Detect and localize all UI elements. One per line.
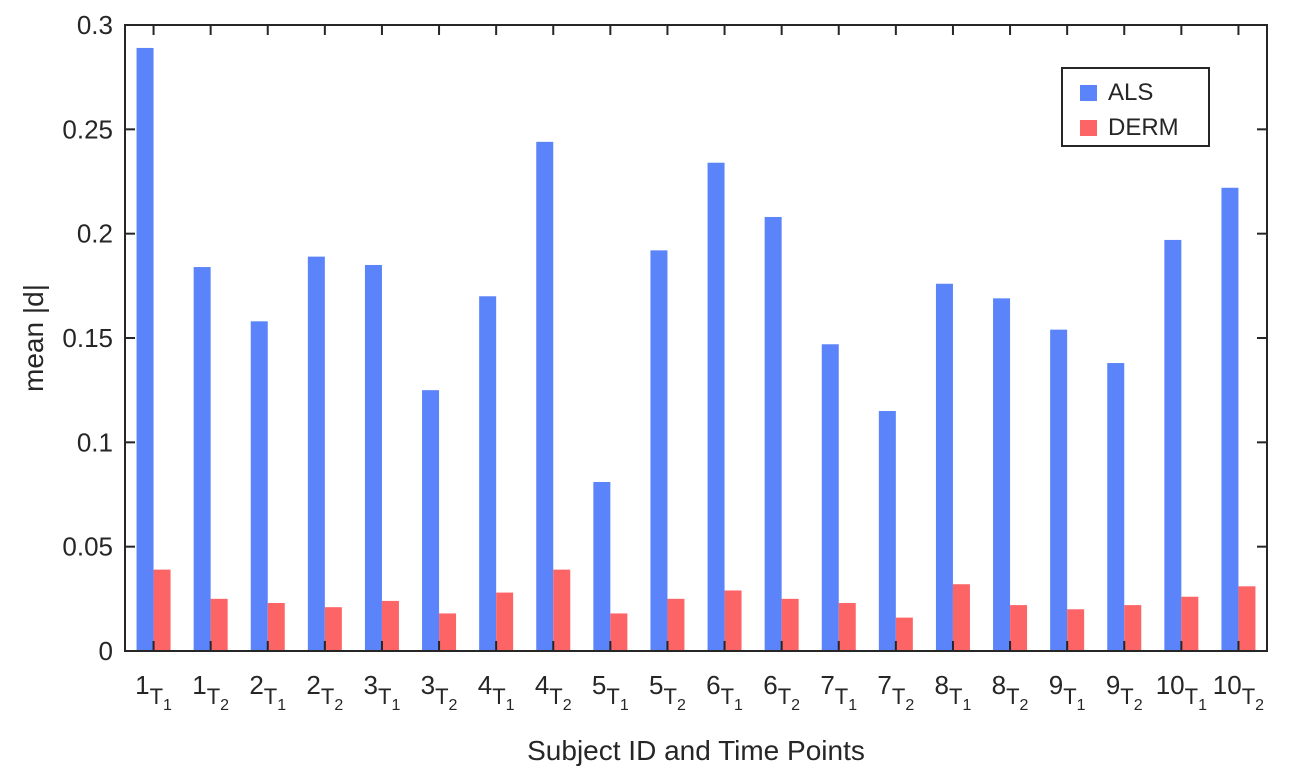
legend-label-als: ALS (1108, 79, 1153, 106)
x-tick-label: 2T2 (306, 670, 343, 714)
y-tick-label: 0.05 (62, 532, 113, 562)
x-tick-label: 3T1 (364, 670, 401, 714)
bar-als-18 (1107, 363, 1125, 651)
legend-swatch-als (1080, 85, 1097, 101)
bar-als-13 (821, 344, 839, 651)
bar-derm-16 (1010, 605, 1028, 651)
bar-derm-7 (496, 592, 514, 651)
bar-als-7 (479, 296, 497, 651)
bar-derm-10 (667, 598, 685, 651)
x-tick-label: 6T2 (763, 670, 800, 714)
bar-als-12 (764, 216, 782, 651)
bar-als-14 (878, 411, 896, 651)
x-tick-label: 9T2 (1106, 670, 1143, 714)
bar-derm-14 (895, 617, 913, 651)
y-axis-label: mean |d| (18, 284, 49, 392)
bar-als-4 (307, 256, 325, 651)
x-tick-label: 7T2 (877, 670, 914, 714)
bar-derm-13 (838, 603, 856, 651)
bar-derm-20 (1238, 586, 1256, 651)
x-tick-label: 10T2 (1213, 670, 1264, 714)
bar-als-3 (250, 321, 268, 651)
bar-als-11 (707, 162, 725, 651)
x-tick-label: 4T1 (478, 670, 515, 714)
x-tick-label: 1T1 (135, 670, 172, 714)
legend-label-derm: DERM (1108, 114, 1179, 141)
y-axis-ticks: 0 0.05 0.1 0.15 0.2 0.25 0.3 (62, 10, 1267, 666)
bar-als-1 (136, 47, 154, 651)
y-tick-label: 0.2 (77, 219, 113, 249)
bar-als-20 (1221, 187, 1239, 651)
bar-als-2 (193, 267, 211, 651)
x-tick-label: 4T2 (535, 670, 572, 714)
bar-als-19 (1164, 239, 1182, 651)
x-tick-label: 3T2 (421, 670, 458, 714)
bar-derm-17 (1067, 609, 1085, 651)
bar-derm-5 (381, 600, 399, 651)
x-tick-label: 9T1 (1049, 670, 1086, 714)
bar-als-5 (364, 264, 382, 651)
bar-derm-15 (952, 584, 970, 651)
bar-als-16 (993, 298, 1011, 651)
x-axis-ticks: 1T1 1T2 2T1 2T2 3T1 3T2 4T1 4T2 5T1 5T2 6T1 6T2 7T1 7… (135, 25, 1264, 714)
x-tick-label: 7T1 (820, 670, 857, 714)
bar-derm-18 (1124, 605, 1142, 651)
x-tick-label: 5T2 (649, 670, 686, 714)
x-tick-label: 8T2 (992, 670, 1029, 714)
bar-als-6 (422, 390, 440, 651)
bar-derm-4 (324, 607, 342, 651)
x-tick-label: 8T1 (935, 670, 972, 714)
bar-als-10 (650, 250, 668, 652)
bar-derm-2 (210, 598, 228, 651)
bar-derm-6 (439, 613, 457, 651)
bar-als-17 (1050, 329, 1068, 651)
y-tick-label: 0 (99, 636, 113, 666)
bar-derm-3 (267, 603, 285, 651)
bar-derm-9 (610, 613, 628, 651)
legend: ALS DERM (1061, 67, 1210, 147)
x-tick-label: 1T2 (192, 670, 229, 714)
x-axis-label: Subject ID and Time Points (527, 735, 865, 766)
y-tick-label: 0.25 (62, 114, 113, 144)
bar-als-8 (536, 141, 554, 651)
bar-als-15 (935, 283, 953, 651)
y-tick-label: 0.1 (77, 427, 113, 457)
y-tick-label: 0.15 (62, 323, 113, 353)
bar-derm-8 (553, 569, 571, 651)
x-tick-label: 6T1 (706, 670, 743, 714)
x-tick-label: 2T1 (249, 670, 286, 714)
x-tick-label: 10T1 (1156, 670, 1207, 714)
bar-derm-12 (781, 598, 799, 651)
bar-derm-19 (1181, 596, 1199, 651)
bar-derm-11 (724, 590, 742, 651)
y-tick-label: 0.3 (77, 10, 113, 40)
bar-als-9 (593, 481, 611, 651)
legend-swatch-derm (1080, 120, 1097, 136)
x-tick-label: 5T1 (592, 670, 629, 714)
bars-group (136, 47, 1256, 652)
bar-derm-1 (153, 569, 171, 651)
